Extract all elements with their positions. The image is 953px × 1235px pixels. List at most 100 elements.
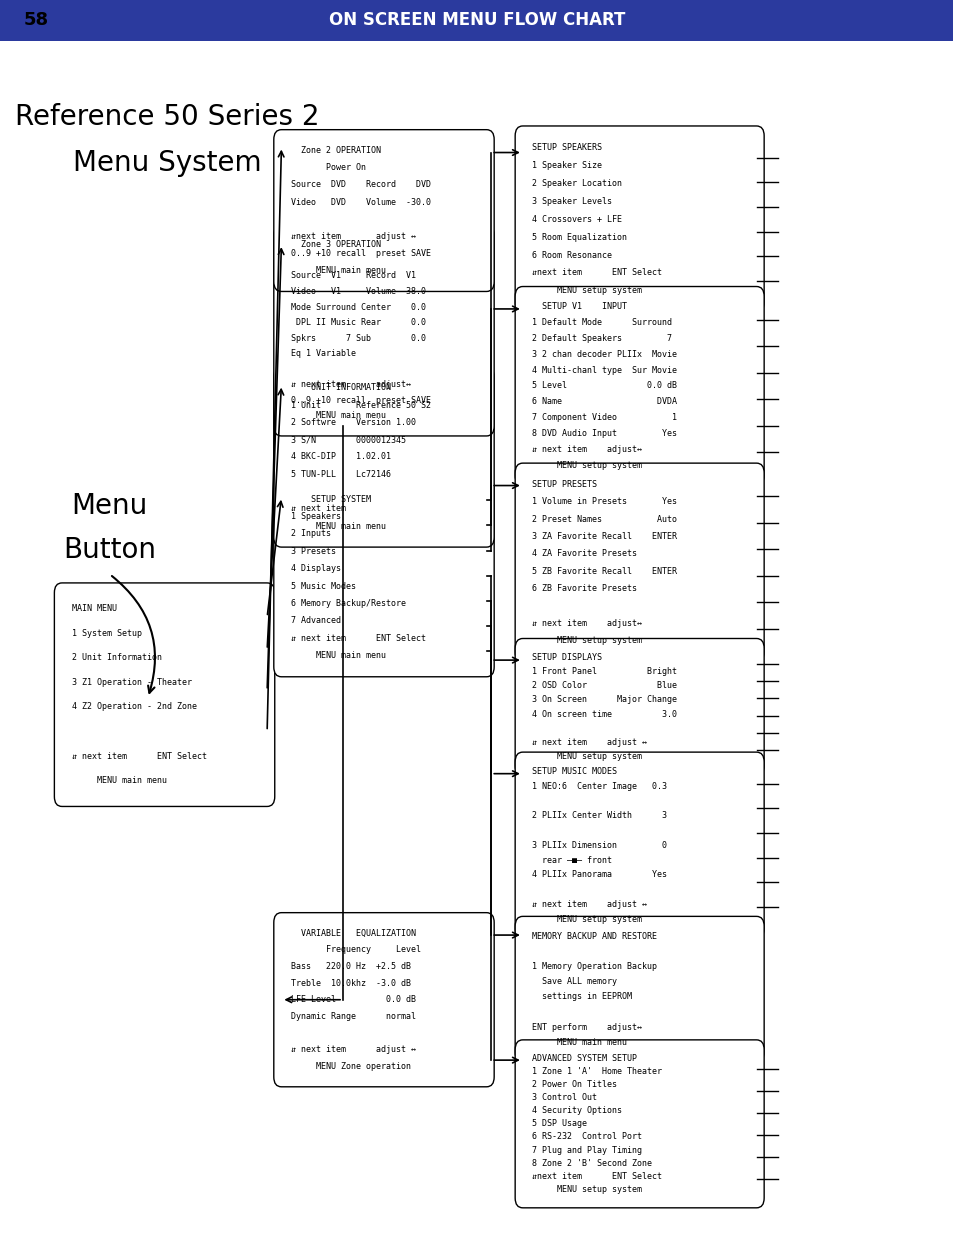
Text: Bass   220.0 Hz  +2.5 dB: Bass 220.0 Hz +2.5 dB [291,962,411,971]
Text: Menu: Menu [71,493,148,520]
Text: MENU setup system: MENU setup system [532,636,641,645]
Text: 2 Speaker Location: 2 Speaker Location [532,179,621,188]
Text: ADVANCED SYSTEM SETUP: ADVANCED SYSTEM SETUP [532,1053,637,1063]
Text: 4 BKC-DIP    1.02.01: 4 BKC-DIP 1.02.01 [291,452,391,462]
Text: 1 Zone 1 'A'  Home Theater: 1 Zone 1 'A' Home Theater [532,1067,661,1076]
Text: Source  V1     Record  V1: Source V1 Record V1 [291,272,416,280]
Text: 2 Preset Names           Auto: 2 Preset Names Auto [532,515,677,524]
Text: 3 2 chan decoder PLIIx  Movie: 3 2 chan decoder PLIIx Movie [532,350,677,358]
Text: 4 Displays: 4 Displays [291,564,340,573]
Text: 0..9 +10 recall  preset SAVE: 0..9 +10 recall preset SAVE [291,248,431,258]
FancyBboxPatch shape [515,752,763,939]
Text: 2 Default Speakers         7: 2 Default Speakers 7 [532,333,672,343]
Text: 58: 58 [24,11,49,30]
Text: ⇵ next item: ⇵ next item [291,504,346,514]
Text: 3 ZA Favorite Recall    ENTER: 3 ZA Favorite Recall ENTER [532,532,677,541]
Text: Reference 50 Series 2: Reference 50 Series 2 [14,104,319,131]
Text: 7 Advanced: 7 Advanced [291,616,340,625]
Text: 1 Speakers: 1 Speakers [291,513,340,521]
FancyBboxPatch shape [515,916,763,1062]
Text: Eq 1 Variable: Eq 1 Variable [291,350,355,358]
Text: 4 PLIIx Panorama        Yes: 4 PLIIx Panorama Yes [532,871,667,879]
Text: settings in EEPROM: settings in EEPROM [532,993,632,1002]
Text: ⇵ next item    adjust↔: ⇵ next item adjust↔ [532,619,641,627]
Text: 4 Security Options: 4 Security Options [532,1107,621,1115]
Text: 5 ZB Favorite Recall    ENTER: 5 ZB Favorite Recall ENTER [532,567,677,576]
Text: MENU main menu: MENU main menu [291,266,386,275]
Text: 1 Volume in Presets       Yes: 1 Volume in Presets Yes [532,498,677,506]
Text: MAIN MENU: MAIN MENU [71,604,116,614]
Text: rear —■— front: rear —■— front [532,856,612,864]
Text: Zone 2 OPERATION: Zone 2 OPERATION [291,146,380,156]
Text: 1 Default Mode      Surround: 1 Default Mode Surround [532,319,672,327]
Text: MENU setup system: MENU setup system [532,461,641,469]
Text: MENU main menu: MENU main menu [291,411,386,420]
Text: Video   V1     Volume -38.0: Video V1 Volume -38.0 [291,287,426,296]
Text: DPL II Music Rear      0.0: DPL II Music Rear 0.0 [291,319,426,327]
Text: 5 DSP Usage: 5 DSP Usage [532,1119,587,1129]
Text: Mode Surround Center    0.0: Mode Surround Center 0.0 [291,303,426,311]
Text: 4 ZA Favorite Presets: 4 ZA Favorite Presets [532,550,637,558]
Text: Dynamic Range      normal: Dynamic Range normal [291,1011,416,1021]
Text: MENU Zone operation: MENU Zone operation [291,1062,411,1071]
Text: MENU setup system: MENU setup system [532,1184,641,1194]
Text: 4 Z2 Operation - 2nd Zone: 4 Z2 Operation - 2nd Zone [71,703,196,711]
FancyBboxPatch shape [274,478,494,677]
FancyBboxPatch shape [274,225,494,436]
FancyBboxPatch shape [54,583,274,806]
Text: Treble  10.0khz  -3.0 dB: Treble 10.0khz -3.0 dB [291,978,411,988]
Text: 5 Room Equalization: 5 Room Equalization [532,232,627,242]
Text: Save ALL memory: Save ALL memory [532,977,617,986]
FancyBboxPatch shape [274,913,494,1087]
Text: 3 S/N        0000012345: 3 S/N 0000012345 [291,435,406,445]
FancyArrowPatch shape [112,576,154,693]
Text: ⇵ next item    adjust↔: ⇵ next item adjust↔ [532,445,641,453]
FancyBboxPatch shape [274,130,494,291]
Text: ⇵ next item      adjust↔: ⇵ next item adjust↔ [291,380,411,389]
Text: 0..9 +10 recall  preset SAVE: 0..9 +10 recall preset SAVE [291,396,431,405]
Text: 8 DVD Audio Input         Yes: 8 DVD Audio Input Yes [532,429,677,438]
Text: 3 Z1 Operation - Theater: 3 Z1 Operation - Theater [71,678,192,687]
Text: ⇵ next item      adjust ↔: ⇵ next item adjust ↔ [291,1045,416,1053]
Text: MENU setup system: MENU setup system [532,287,641,295]
Text: 5 TUN-PLL    Lc72146: 5 TUN-PLL Lc72146 [291,469,391,479]
Text: 2 Inputs: 2 Inputs [291,530,331,538]
Text: SETUP SPEAKERS: SETUP SPEAKERS [532,143,601,152]
FancyBboxPatch shape [274,367,494,547]
Text: SETUP MUSIC MODES: SETUP MUSIC MODES [532,767,617,776]
Text: Spkrs      7 Sub        0.0: Spkrs 7 Sub 0.0 [291,333,426,342]
Text: 2 PLIIx Center Width      3: 2 PLIIx Center Width 3 [532,811,667,820]
Text: 6 ZB Favorite Presets: 6 ZB Favorite Presets [532,584,637,593]
Text: ON SCREEN MENU FLOW CHART: ON SCREEN MENU FLOW CHART [329,11,624,30]
Text: 6 Name                   DVDA: 6 Name DVDA [532,398,677,406]
Text: 8 Zone 2 'B' Second Zone: 8 Zone 2 'B' Second Zone [532,1158,652,1168]
Text: 2 Power On Titles: 2 Power On Titles [532,1079,617,1089]
Text: SETUP PRESETS: SETUP PRESETS [532,480,597,489]
Text: LFE Level          0.0 dB: LFE Level 0.0 dB [291,995,416,1004]
Text: SETUP DISPLAYS: SETUP DISPLAYS [532,653,601,662]
Text: ⇵next item       adjust ↔: ⇵next item adjust ↔ [291,232,416,241]
Text: SETUP V1    INPUT: SETUP V1 INPUT [532,303,627,311]
Text: 7 Plug and Play Timing: 7 Plug and Play Timing [532,1146,641,1155]
Text: 4 Crossovers + LFE: 4 Crossovers + LFE [532,215,621,224]
FancyBboxPatch shape [515,126,763,312]
Text: 2 OSD Color              Blue: 2 OSD Color Blue [532,682,677,690]
Text: 2 Unit Information: 2 Unit Information [71,653,161,662]
Text: MENU main menu: MENU main menu [291,521,386,531]
Text: 6 Room Resonance: 6 Room Resonance [532,251,612,259]
Text: Zone 3 OPERATION: Zone 3 OPERATION [291,241,380,249]
Text: 1 Front Panel          Bright: 1 Front Panel Bright [532,667,677,677]
Text: MENU main menu: MENU main menu [532,1037,627,1047]
Text: 3 PLIIx Dimension         0: 3 PLIIx Dimension 0 [532,841,667,850]
Text: 3 Speaker Levels: 3 Speaker Levels [532,196,612,206]
Text: 5 Music Modes: 5 Music Modes [291,582,355,590]
Text: Frequency     Level: Frequency Level [291,946,420,955]
Text: Video   DVD    Volume  -30.0: Video DVD Volume -30.0 [291,198,431,206]
Text: Source  DVD    Record    DVD: Source DVD Record DVD [291,180,431,189]
FancyBboxPatch shape [515,287,763,485]
Text: 1 Unit       Reference 50 S2: 1 Unit Reference 50 S2 [291,400,431,410]
Text: 1 System Setup: 1 System Setup [71,629,141,637]
Text: 5 Level                0.0 dB: 5 Level 0.0 dB [532,382,677,390]
Text: ⇵next item      ENT Select: ⇵next item ENT Select [532,268,661,278]
Text: 6 Memory Backup/Restore: 6 Memory Backup/Restore [291,599,406,608]
